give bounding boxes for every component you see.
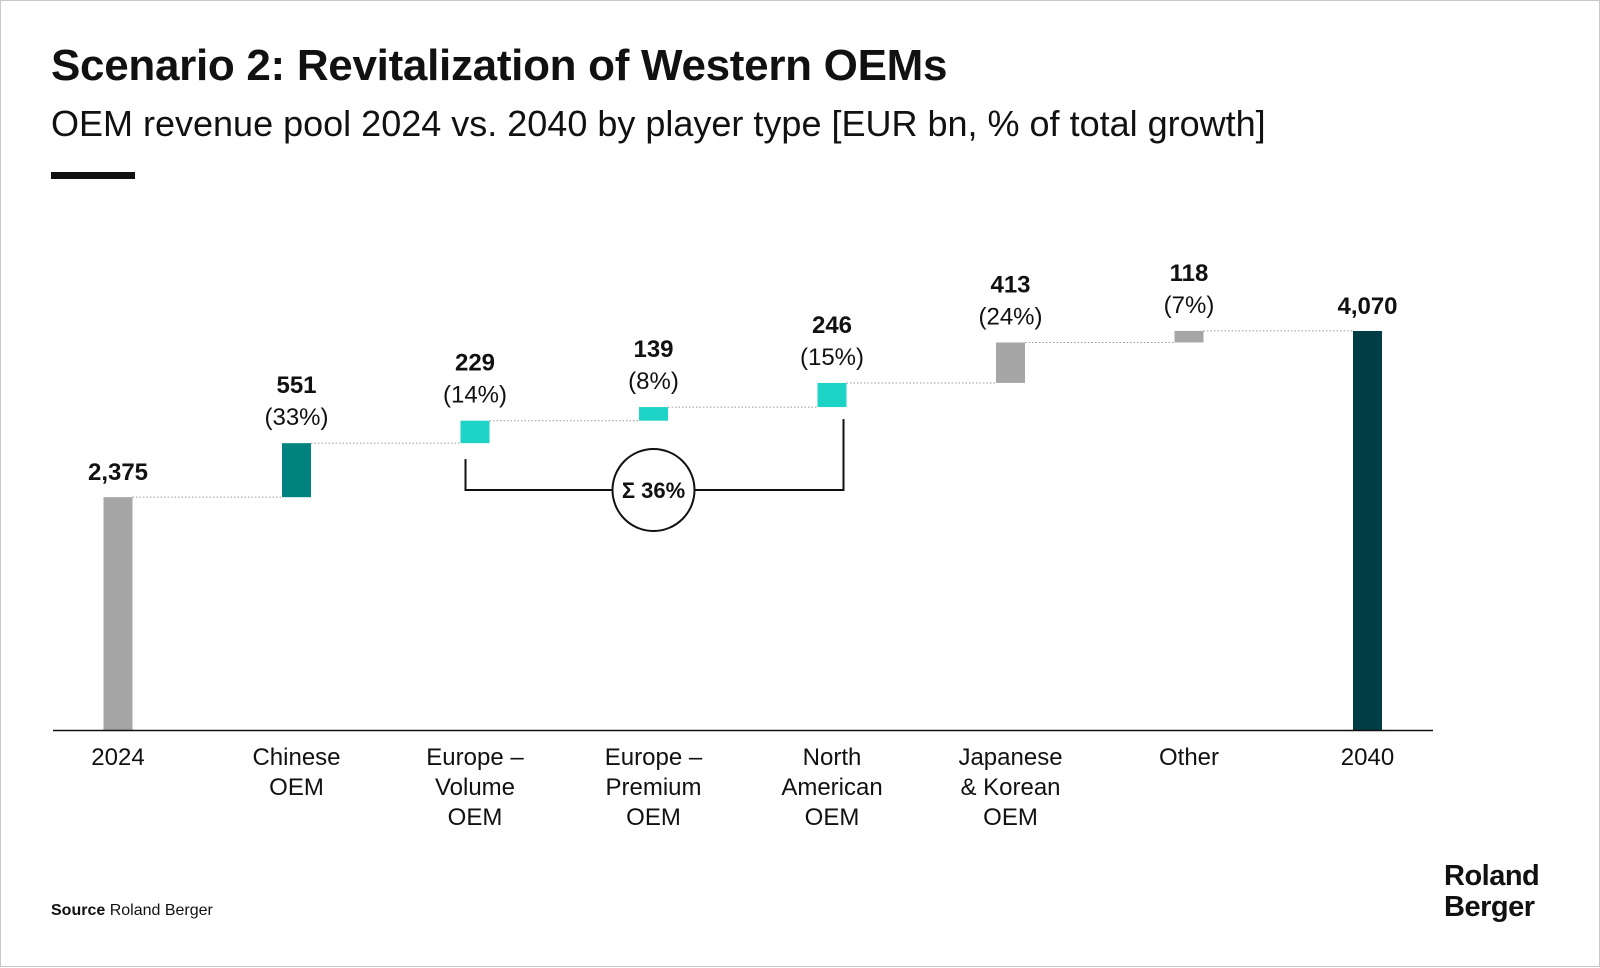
- share-label-4: (8%): [628, 368, 679, 395]
- category-label-3: Europe – Volume OEM: [426, 744, 524, 831]
- sum-label: Σ 36%: [622, 478, 685, 503]
- category-label-line: OEM: [983, 804, 1038, 831]
- value-label-5: 246: [812, 312, 852, 339]
- category-label-line: OEM: [626, 804, 681, 831]
- category-label-line: American: [781, 774, 882, 801]
- bar-3: [460, 420, 490, 444]
- source-label: Source: [51, 902, 106, 919]
- category-label-line: Premium: [605, 774, 701, 801]
- chart-subtitle: OEM revenue pool 2024 vs. 2040 by player…: [51, 103, 1266, 144]
- bar-6: [996, 342, 1025, 383]
- category-label-5: North American OEM: [781, 744, 882, 831]
- category-label-line: Europe –: [426, 744, 524, 771]
- share-label-2: (33%): [264, 404, 328, 431]
- category-label-line: OEM: [805, 804, 860, 831]
- title-underline: [51, 172, 135, 179]
- chart-title: Scenario 2: Revitalization of Western OE…: [51, 41, 948, 90]
- bar-4: [639, 407, 668, 421]
- share-label-3: (14%): [443, 382, 507, 409]
- value-label-6: 413: [990, 271, 1030, 298]
- value-label-2: 551: [276, 372, 316, 399]
- bar-7: [1174, 330, 1204, 343]
- category-label-line: 2040: [1341, 744, 1394, 771]
- category-label-2: Chinese OEM: [252, 744, 340, 801]
- roland-berger-logo: Roland Berger: [1444, 860, 1540, 923]
- value-label-4: 139: [633, 336, 673, 363]
- category-label-line: Japanese: [958, 744, 1062, 771]
- category-label-6: Japanese & Korean OEM: [958, 744, 1062, 831]
- value-label-8: 4,070: [1337, 293, 1397, 320]
- category-label-line: & Korean: [960, 774, 1060, 801]
- category-label-7: Other: [1159, 744, 1219, 771]
- share-label-5: (15%): [800, 344, 864, 371]
- logo-line-1: Roland: [1444, 860, 1540, 892]
- source-note: Source Roland Berger: [51, 902, 213, 920]
- bar-5: [817, 382, 847, 408]
- sum-circle: [611, 448, 696, 532]
- bar-8: [1353, 331, 1382, 730]
- share-label-7: (7%): [1164, 292, 1215, 319]
- category-label-4: Europe – Premium OEM: [605, 744, 703, 831]
- share-label-6: (24%): [978, 303, 1042, 330]
- category-label-line: OEM: [448, 804, 503, 831]
- category-label-line: 2024: [91, 744, 144, 771]
- value-label-3: 229: [455, 350, 495, 377]
- category-label-line: Other: [1159, 744, 1219, 771]
- value-label-7: 118: [1170, 260, 1209, 287]
- category-label-line: OEM: [269, 774, 324, 801]
- category-label-line: Europe –: [605, 744, 703, 771]
- logo-line-2: Berger: [1444, 891, 1535, 923]
- category-label-1: 2024: [91, 744, 144, 771]
- source-text: Roland Berger: [109, 902, 213, 919]
- bar-1: [103, 497, 133, 730]
- category-label-line: Chinese: [252, 744, 340, 771]
- value-label-1: 2,375: [88, 459, 148, 486]
- bar-2: [282, 443, 311, 498]
- category-label-line: Volume: [435, 774, 515, 801]
- bracket-right: [694, 419, 845, 491]
- category-label-line: North: [803, 744, 862, 771]
- category-label-8: 2040: [1341, 744, 1394, 771]
- bracket-left: [464, 459, 613, 491]
